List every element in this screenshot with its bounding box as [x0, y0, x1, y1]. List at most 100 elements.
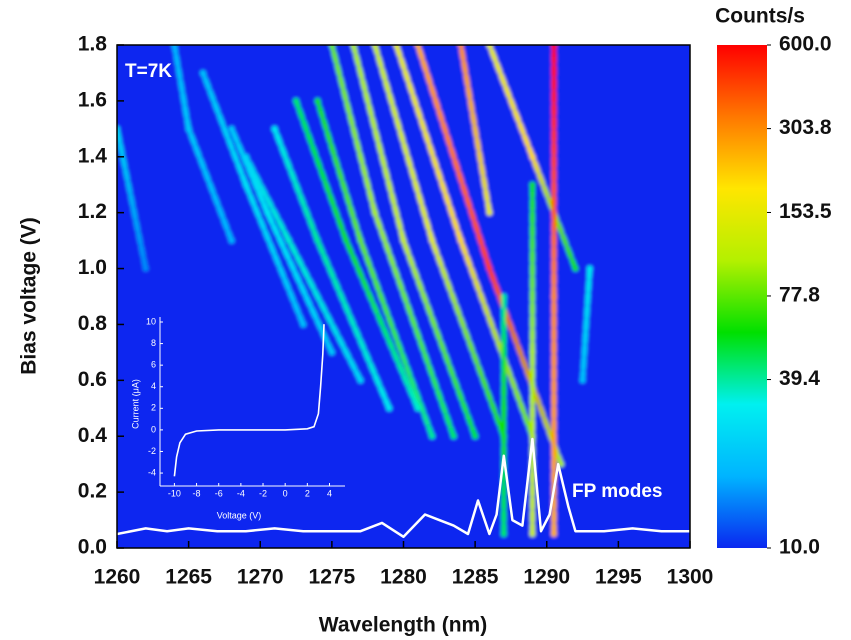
streak-point — [185, 125, 192, 132]
streak-point — [285, 237, 292, 244]
colorbar-tick-label: 77.8 — [779, 284, 820, 307]
streak-segment — [286, 238, 364, 383]
colorbar-tick-label: 600.0 — [779, 33, 832, 56]
streak-point — [586, 265, 593, 272]
streak-point — [199, 69, 206, 76]
x-tick-label: 1275 — [309, 566, 356, 589]
x-tick-label: 1280 — [380, 566, 427, 589]
streak-point — [293, 97, 300, 104]
y-axis-label: Bias voltage (V) — [18, 217, 41, 375]
y-tick-label: 1.8 — [78, 33, 108, 56]
streak-point — [429, 433, 436, 440]
streak-point — [371, 209, 378, 216]
y-tick-label: 0.0 — [78, 536, 107, 559]
inset-y-tick-label: -4 — [148, 467, 156, 477]
iv-curve — [173, 324, 325, 477]
streak-point — [529, 531, 536, 538]
streak-segment — [315, 238, 392, 411]
streak-segment — [186, 126, 235, 244]
streak-point — [357, 377, 364, 384]
streak-point — [500, 293, 507, 300]
colorbar-tick-label: 10.0 — [779, 536, 820, 559]
inset-x-tick-label: -8 — [193, 488, 201, 498]
streak-point — [572, 265, 579, 272]
inset-y-tick-label: 0 — [151, 424, 156, 434]
inset-x-tick-label: -6 — [215, 488, 223, 498]
x-tick-label: 1285 — [452, 566, 499, 589]
streak-point — [500, 531, 507, 538]
streak-segment — [315, 98, 364, 244]
streak-segment — [580, 266, 593, 383]
inset-x-tick-label: -10 — [168, 488, 181, 498]
streak-point — [550, 293, 557, 300]
inset-y-tick-label: -2 — [148, 446, 156, 456]
spectrum-line — [117, 437, 690, 539]
streak-point — [472, 433, 479, 440]
streak-segment — [243, 154, 292, 244]
streak-segment — [486, 45, 535, 160]
streak-point — [228, 237, 235, 244]
inset-x-tick-label: 2 — [305, 488, 310, 498]
streak-point — [357, 237, 364, 244]
annotation: FP modes — [572, 481, 662, 502]
streak-point — [228, 125, 235, 132]
x-tick-label: 1300 — [667, 566, 714, 589]
streak-point — [343, 237, 350, 244]
streak-point — [529, 153, 536, 160]
streak-point — [242, 181, 249, 188]
inset-y-tick-label: 6 — [151, 360, 156, 370]
y-tick-label: 1.2 — [78, 200, 107, 223]
inset-x-tick-label: -4 — [237, 488, 245, 498]
y-tick-label: 0.6 — [78, 368, 107, 391]
colorbar-tick-label: 303.8 — [779, 116, 832, 139]
inset-y-label: Current (μA) — [130, 379, 140, 429]
x-tick-label: 1265 — [165, 566, 212, 589]
streak-segment — [264, 210, 335, 355]
y-tick-label: 0.2 — [78, 480, 107, 503]
x-tick-label: 1260 — [94, 566, 141, 589]
streak-point — [328, 349, 335, 356]
streak-point — [386, 405, 393, 412]
streak-point — [314, 97, 321, 104]
streak-segment — [343, 238, 421, 411]
inset-x-tick-label: 0 — [283, 488, 288, 498]
streak-point — [486, 265, 493, 272]
inset-y-tick-label: 2 — [151, 403, 156, 413]
streak-segment — [401, 238, 478, 439]
streak-segment — [293, 98, 349, 244]
streak-segment — [200, 70, 249, 188]
x-axis-label: Wavelength (nm) — [319, 614, 487, 637]
streak-segment — [415, 45, 492, 272]
streak-point — [529, 349, 536, 356]
streak-segment — [458, 45, 492, 216]
inset-x-label: Voltage (V) — [217, 510, 262, 520]
streak-segment — [372, 45, 435, 244]
streak-segment — [458, 238, 535, 439]
streak-point — [314, 237, 321, 244]
streak-point — [500, 405, 507, 412]
streak-segment — [393, 45, 464, 244]
y-tick-label: 0.4 — [78, 424, 108, 447]
overlay: 1260 1265 1270 1275 1280 1285 1290 1295 1300 0.0 0… — [78, 33, 832, 589]
streak-segment — [171, 45, 192, 132]
x-tick-label: 1270 — [237, 566, 284, 589]
plot-area — [117, 45, 690, 548]
streak-segment — [329, 45, 378, 216]
annotation: T=7K — [125, 61, 172, 82]
streak-point — [414, 405, 421, 412]
y-tick-label: 1.0 — [78, 256, 107, 279]
colorbar-tick-label: 39.4 — [779, 367, 820, 390]
heatmap — [117, 45, 690, 548]
y-tick-label: 1.6 — [78, 88, 107, 111]
streak-point — [550, 531, 557, 538]
inset-y-tick-label: 8 — [151, 338, 156, 348]
streak-point — [529, 181, 536, 188]
streak-point — [429, 237, 436, 244]
colorbar — [717, 45, 767, 548]
x-tick-label: 1295 — [595, 566, 642, 589]
y-tick-label: 0.8 — [78, 312, 108, 335]
streak-point — [271, 125, 278, 132]
inset-x-tick-label: 4 — [327, 488, 332, 498]
streak-segment — [272, 126, 321, 244]
